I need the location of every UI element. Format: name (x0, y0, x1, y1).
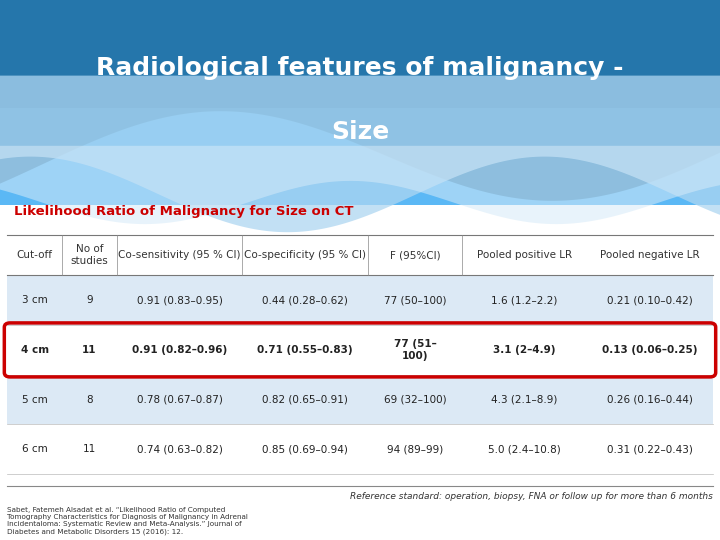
Bar (7, 325, 713, 375)
Text: Sabet, Fatemeh Alsadat et al. “Likelihood Ratio of Computed
Tomography Character: Sabet, Fatemeh Alsadat et al. “Likelihoo… (7, 507, 248, 535)
Text: 5 cm: 5 cm (22, 395, 48, 404)
Text: 0.71 (0.55–0.83): 0.71 (0.55–0.83) (257, 345, 353, 355)
Text: 1.6 (1.2–2.2): 1.6 (1.2–2.2) (492, 295, 558, 305)
Text: Pooled positive LR: Pooled positive LR (477, 250, 572, 260)
Text: 0.26 (0.16–0.44): 0.26 (0.16–0.44) (607, 395, 693, 404)
Text: F (95%CI): F (95%CI) (390, 250, 440, 260)
Text: 5.0 (2.4–10.8): 5.0 (2.4–10.8) (488, 444, 561, 454)
Bar (7, 275, 713, 325)
Text: 69 (32–100): 69 (32–100) (384, 395, 446, 404)
Text: 8: 8 (86, 395, 93, 404)
Text: 77 (51–
100): 77 (51– 100) (394, 339, 436, 361)
Text: 0.31 (0.22–0.43): 0.31 (0.22–0.43) (607, 444, 693, 454)
Text: 0.85 (0.69–0.94): 0.85 (0.69–0.94) (262, 444, 348, 454)
Text: 4.3 (2.1–8.9): 4.3 (2.1–8.9) (492, 395, 558, 404)
Text: 11: 11 (82, 345, 96, 355)
Text: 0.91 (0.83–0.95): 0.91 (0.83–0.95) (137, 295, 222, 305)
Text: 11: 11 (83, 444, 96, 454)
Text: 77 (50–100): 77 (50–100) (384, 295, 446, 305)
Text: Likelihood Ratio of Malignancy for Size on CT: Likelihood Ratio of Malignancy for Size … (14, 205, 354, 218)
Text: 0.82 (0.65–0.91): 0.82 (0.65–0.91) (262, 395, 348, 404)
Text: Reference standard: operation, biopsy, FNA or follow up for more than 6 months: Reference standard: operation, biopsy, F… (350, 492, 713, 502)
Text: No of
studies: No of studies (71, 244, 109, 266)
Text: 6 cm: 6 cm (22, 444, 48, 454)
Bar (0, 0, 720, 108)
Text: 0.78 (0.67–0.87): 0.78 (0.67–0.87) (137, 395, 222, 404)
Text: 0.21 (0.10–0.42): 0.21 (0.10–0.42) (607, 295, 693, 305)
Text: 3.1 (2–4.9): 3.1 (2–4.9) (493, 345, 556, 355)
Bar (0, 0, 720, 205)
Text: Cut-off: Cut-off (17, 250, 53, 260)
Text: 94 (89–99): 94 (89–99) (387, 444, 443, 454)
Text: 0.74 (0.63–0.82): 0.74 (0.63–0.82) (137, 444, 222, 454)
Text: Radiological features of malignancy -: Radiological features of malignancy - (96, 56, 624, 79)
Bar (7, 375, 713, 424)
Text: 0.91 (0.82–0.96): 0.91 (0.82–0.96) (132, 345, 228, 355)
Bar (7, 424, 713, 474)
Text: Co-sensitivity (95 % CI): Co-sensitivity (95 % CI) (118, 250, 241, 260)
Text: Pooled negative LR: Pooled negative LR (600, 250, 700, 260)
Text: Size: Size (331, 120, 389, 144)
Text: 0.13 (0.06–0.25): 0.13 (0.06–0.25) (603, 345, 698, 355)
Text: 4 cm: 4 cm (21, 345, 49, 355)
Text: Co-specificity (95 % CI): Co-specificity (95 % CI) (244, 250, 366, 260)
Text: 9: 9 (86, 295, 93, 305)
Text: 0.44 (0.28–0.62): 0.44 (0.28–0.62) (262, 295, 348, 305)
Text: 3 cm: 3 cm (22, 295, 48, 305)
